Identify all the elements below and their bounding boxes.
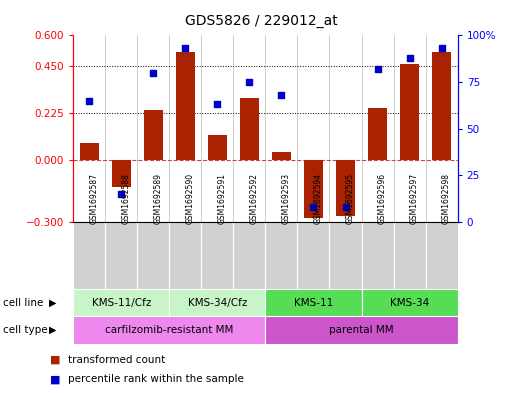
Bar bbox=[233, 222, 266, 289]
Point bbox=[342, 204, 350, 210]
Bar bbox=[208, 135, 227, 160]
Text: ▶: ▶ bbox=[49, 325, 56, 335]
Point bbox=[117, 191, 126, 197]
Text: parental MM: parental MM bbox=[329, 325, 394, 335]
Text: GSM1692587: GSM1692587 bbox=[89, 173, 98, 224]
Text: KMS-11/Cfz: KMS-11/Cfz bbox=[92, 298, 151, 308]
Text: GSM1692590: GSM1692590 bbox=[185, 173, 195, 224]
Text: GSM1692598: GSM1692598 bbox=[441, 173, 451, 224]
Bar bbox=[201, 222, 233, 289]
Point bbox=[213, 101, 222, 108]
Text: GSM1692592: GSM1692592 bbox=[249, 173, 258, 224]
Bar bbox=[266, 222, 298, 289]
Bar bbox=[240, 97, 259, 160]
Bar bbox=[400, 64, 419, 160]
Text: GSM1692594: GSM1692594 bbox=[313, 173, 323, 224]
Text: GSM1692593: GSM1692593 bbox=[281, 173, 290, 224]
Bar bbox=[144, 110, 163, 160]
Bar bbox=[329, 222, 361, 289]
Text: GSM1692591: GSM1692591 bbox=[218, 173, 226, 224]
Point bbox=[181, 45, 189, 51]
Bar bbox=[73, 222, 105, 289]
Bar bbox=[393, 222, 426, 289]
Text: GSM1692597: GSM1692597 bbox=[410, 173, 418, 224]
Text: percentile rank within the sample: percentile rank within the sample bbox=[68, 374, 244, 384]
Bar bbox=[169, 289, 266, 316]
Text: GSM1692588: GSM1692588 bbox=[121, 173, 130, 224]
Point bbox=[277, 92, 286, 98]
Bar bbox=[73, 289, 169, 316]
Bar bbox=[361, 222, 393, 289]
Bar bbox=[361, 289, 458, 316]
Text: GDS5826 / 229012_at: GDS5826 / 229012_at bbox=[185, 14, 338, 28]
Bar bbox=[266, 316, 458, 344]
Text: ■: ■ bbox=[50, 374, 60, 384]
Point bbox=[405, 55, 414, 61]
Text: GSM1692596: GSM1692596 bbox=[378, 173, 386, 224]
Bar bbox=[266, 289, 361, 316]
Text: KMS-34/Cfz: KMS-34/Cfz bbox=[188, 298, 247, 308]
Text: ▶: ▶ bbox=[49, 298, 56, 308]
Point bbox=[245, 79, 254, 85]
Bar bbox=[298, 222, 329, 289]
Point bbox=[85, 97, 94, 104]
Bar bbox=[137, 222, 169, 289]
Text: KMS-34: KMS-34 bbox=[390, 298, 429, 308]
Bar bbox=[432, 52, 451, 160]
Text: transformed count: transformed count bbox=[68, 354, 165, 365]
Text: cell line: cell line bbox=[3, 298, 43, 308]
Bar bbox=[73, 316, 266, 344]
Point bbox=[373, 66, 382, 72]
Text: ■: ■ bbox=[50, 354, 60, 365]
Text: carfilzomib-resistant MM: carfilzomib-resistant MM bbox=[105, 325, 233, 335]
Point bbox=[309, 204, 317, 210]
Text: GSM1692589: GSM1692589 bbox=[153, 173, 162, 224]
Text: GSM1692595: GSM1692595 bbox=[346, 173, 355, 224]
Bar bbox=[112, 160, 131, 187]
Bar bbox=[169, 222, 201, 289]
Bar bbox=[426, 222, 458, 289]
Bar bbox=[105, 222, 137, 289]
Text: cell type: cell type bbox=[3, 325, 47, 335]
Bar bbox=[176, 52, 195, 160]
Bar bbox=[336, 160, 355, 216]
Text: KMS-11: KMS-11 bbox=[294, 298, 333, 308]
Point bbox=[437, 45, 446, 51]
Bar bbox=[304, 160, 323, 218]
Bar bbox=[79, 143, 99, 160]
Bar bbox=[272, 152, 291, 160]
Point bbox=[149, 70, 157, 76]
Bar bbox=[368, 108, 387, 160]
